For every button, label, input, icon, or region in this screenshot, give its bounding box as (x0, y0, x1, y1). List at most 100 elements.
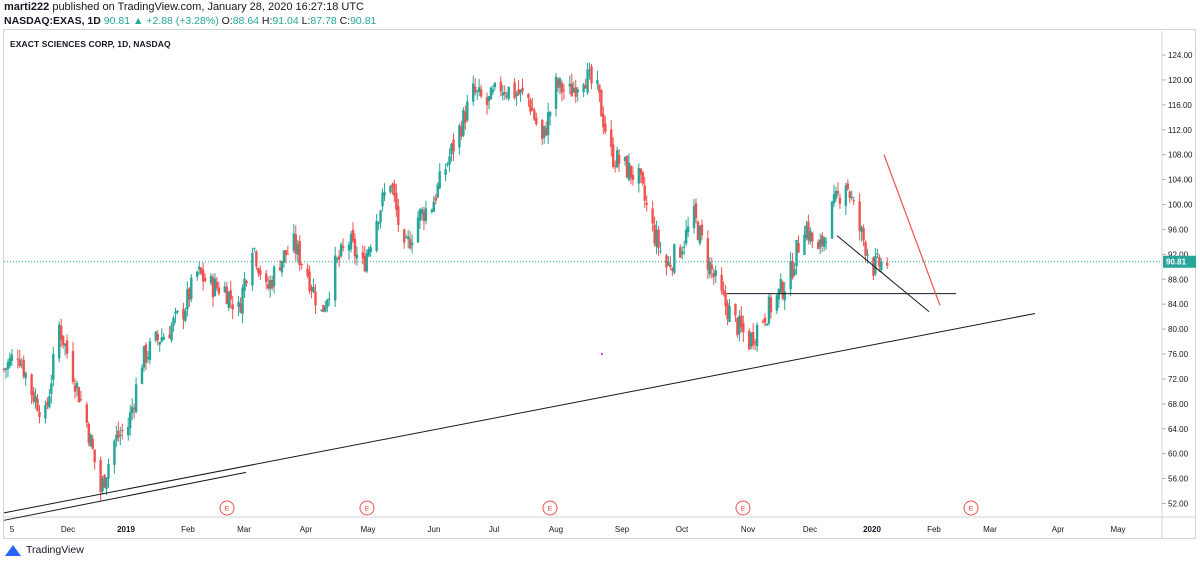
candle-body (864, 241, 867, 256)
candle-body (87, 424, 90, 444)
candle-body (211, 277, 215, 298)
candle-body (46, 401, 49, 405)
candle-body (381, 192, 384, 207)
candle-body (190, 277, 193, 299)
candle-body (572, 88, 575, 93)
time-tick-label: Apr (300, 525, 313, 534)
descending-black-line (836, 235, 930, 313)
candle-body (834, 191, 838, 199)
candle-body (52, 354, 55, 380)
candle-body (765, 323, 769, 326)
candle-body (726, 303, 729, 319)
candle-body (286, 253, 290, 255)
open-label: O: (221, 15, 233, 27)
candle-body (284, 250, 288, 256)
candle-body (777, 289, 781, 300)
candle-body (115, 434, 118, 441)
candle-body (337, 255, 341, 260)
candle-body (789, 260, 792, 290)
candle-body (844, 185, 848, 206)
chart-title: EXACT SCIENCES CORP, 1D, NASDAQ (10, 39, 171, 49)
candle-body (858, 201, 861, 231)
author-name[interactable]: marti222 (4, 1, 50, 13)
candle-body (292, 233, 296, 251)
candle-body (791, 261, 794, 278)
candle-body (872, 257, 875, 276)
open-value: 88.64 (232, 15, 259, 27)
long-term-support-line (3, 313, 1036, 514)
candle-body (334, 255, 337, 301)
candle-body (85, 404, 89, 423)
candle-body (174, 311, 177, 314)
chart-frame[interactable] (3, 29, 1196, 539)
candle-body (341, 246, 345, 249)
candle-body (698, 226, 702, 244)
candle-body (89, 434, 92, 447)
candle-body (586, 69, 589, 93)
time-tick-label: Jun (428, 525, 441, 534)
candle-body (209, 275, 213, 283)
candle-body (335, 258, 339, 261)
candle-body (255, 251, 258, 267)
candle-body (365, 253, 368, 272)
price-tick-label: 116.00 (1168, 101, 1192, 110)
candle-body (6, 362, 10, 370)
early-support-line (3, 471, 247, 521)
candle-body (734, 303, 737, 316)
candle-body (176, 310, 179, 313)
publish-info: marti222 published on TradingView.com, J… (4, 1, 364, 13)
candle-body (347, 244, 351, 251)
candle-body (404, 237, 408, 239)
candle-body (487, 96, 491, 102)
candle-body (653, 224, 656, 244)
candle-body (803, 234, 806, 256)
candle-body (795, 239, 798, 267)
candle-body (645, 203, 648, 205)
candle-body (793, 269, 796, 276)
low-value: 87.78 (310, 15, 337, 27)
candle-body (811, 232, 814, 242)
candle-body (369, 247, 372, 253)
candle-body (679, 247, 682, 258)
candle-body (763, 317, 767, 323)
earnings-marker-label: E (225, 506, 230, 513)
last-price: 90.81 (103, 15, 131, 27)
candle-body (266, 284, 270, 289)
candle-body (320, 309, 323, 311)
candle-body (836, 190, 840, 194)
candle-body (379, 210, 382, 223)
price-tick-label: 56.00 (1168, 475, 1189, 484)
candle-body (91, 438, 94, 449)
candle-body (144, 344, 148, 363)
candle-body (59, 325, 63, 340)
candle-body (434, 197, 437, 201)
price-tick-label: 76.00 (1168, 350, 1189, 359)
candle-body (866, 254, 869, 256)
candle-body (617, 154, 621, 164)
candle-body (310, 286, 313, 292)
candle-body (832, 194, 836, 204)
candle-body (554, 76, 558, 109)
candle-body (748, 330, 751, 350)
candle-body (410, 242, 414, 246)
candle-body (225, 286, 228, 305)
candle-body (322, 305, 325, 312)
candle-body (513, 82, 516, 99)
candle-body (736, 318, 739, 336)
candle-body (65, 340, 69, 354)
candle-body (598, 84, 601, 93)
candle-body (527, 94, 530, 99)
earnings-marker-icon (542, 500, 558, 516)
candle-body (349, 234, 353, 250)
candle-body (444, 169, 447, 175)
candle-body (300, 264, 303, 266)
candle-body (257, 268, 260, 273)
candle-body (172, 317, 175, 326)
time-tick-label: 5 (10, 525, 15, 534)
current-price-label: 90.81 (1166, 258, 1187, 267)
candle-body (448, 156, 451, 165)
candle-body (418, 209, 422, 221)
candle-body (472, 83, 475, 102)
candle-body (558, 78, 562, 88)
